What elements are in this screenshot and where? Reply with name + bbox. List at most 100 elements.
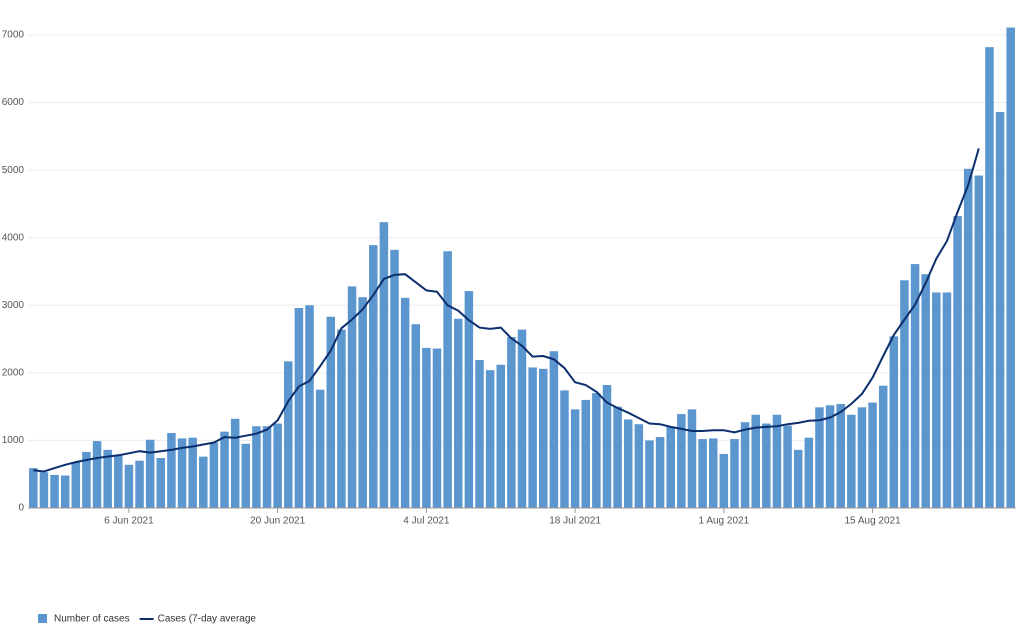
- bar: [730, 439, 739, 508]
- average-line: [33, 148, 980, 473]
- bar: [963, 168, 973, 508]
- x-tick-label: 1 Aug 2021: [699, 516, 750, 527]
- y-tick-label: 7000: [2, 30, 25, 41]
- bar: [379, 222, 389, 508]
- bar: [443, 251, 452, 508]
- y-tick-label: 2000: [2, 367, 25, 378]
- bar: [156, 457, 166, 508]
- bar: [889, 336, 899, 508]
- bar: [188, 437, 197, 508]
- bar: [645, 440, 654, 508]
- x-tick-label: 6 Jun 2021: [104, 516, 154, 527]
- bar: [315, 389, 325, 508]
- bar: [496, 364, 506, 508]
- x-tick-label: 20 Jun 2021: [250, 516, 305, 527]
- bar: [390, 249, 399, 508]
- bar: [719, 453, 729, 508]
- y-tick-label: 1000: [2, 435, 25, 446]
- bar: [422, 347, 431, 508]
- bar: [708, 438, 718, 508]
- bar: [666, 426, 675, 508]
- y-tick-label: 5000: [2, 165, 25, 176]
- bar: [623, 419, 633, 508]
- bar: [793, 449, 803, 508]
- bar: [411, 324, 421, 508]
- bar: [932, 292, 941, 508]
- bar: [252, 426, 261, 508]
- bar: [538, 368, 548, 508]
- bar: [762, 423, 771, 508]
- bar: [135, 460, 144, 508]
- bar: [900, 280, 909, 508]
- bar: [878, 385, 888, 508]
- bar: [220, 431, 229, 508]
- bar: [464, 291, 474, 508]
- bar: [326, 316, 336, 508]
- bar: [199, 456, 208, 508]
- bar: [847, 414, 856, 508]
- y-tick-label: 4000: [2, 232, 25, 243]
- bar: [347, 286, 357, 508]
- x-tick-label: 18 Jul 2021: [549, 516, 601, 527]
- bar: [262, 426, 272, 508]
- bar: [751, 414, 760, 508]
- bar: [783, 425, 792, 508]
- bar: [124, 464, 134, 508]
- x-tick-label: 4 Jul 2021: [403, 516, 450, 527]
- bar: [39, 472, 49, 508]
- bar: [815, 407, 824, 508]
- y-tick-label: 0: [18, 503, 24, 514]
- bar: [273, 423, 282, 508]
- bar: [284, 361, 293, 508]
- bar: [71, 462, 81, 508]
- bar: [50, 474, 59, 508]
- bar: [634, 424, 644, 508]
- bar: [528, 367, 537, 508]
- bar: [475, 360, 484, 508]
- bar: [570, 409, 580, 508]
- bar: [868, 402, 877, 508]
- bar: [485, 370, 495, 508]
- bar: [985, 47, 994, 509]
- bar: [517, 329, 527, 508]
- bar: [740, 422, 750, 508]
- bar: [592, 393, 601, 508]
- bar: [613, 406, 622, 508]
- bar: [230, 418, 240, 508]
- bar: [549, 351, 559, 508]
- bar: [602, 385, 612, 508]
- bar: [1006, 27, 1015, 509]
- bar: [772, 414, 782, 508]
- bar: [942, 292, 952, 508]
- legend-swatch: [38, 614, 47, 623]
- bar: [432, 348, 442, 508]
- legend-label: Cases (7-day average: [158, 614, 257, 625]
- bar: [145, 439, 155, 508]
- bar: [294, 307, 304, 508]
- y-tick-label: 6000: [2, 97, 25, 108]
- bar: [857, 407, 867, 508]
- bar: [209, 442, 219, 508]
- bar: [953, 216, 962, 508]
- bar: [29, 468, 38, 508]
- legend-label: Number of cases: [54, 614, 130, 625]
- bar: [358, 297, 367, 508]
- bar: [305, 305, 314, 508]
- bar: [804, 437, 814, 508]
- bar: [560, 390, 569, 508]
- bar: [369, 245, 378, 508]
- bar: [60, 475, 70, 508]
- bar: [507, 337, 516, 508]
- x-tick-label: 15 Aug 2021: [844, 516, 901, 527]
- bar: [167, 432, 176, 508]
- bar: [92, 441, 102, 508]
- bar: [687, 409, 697, 508]
- bar: [836, 403, 845, 508]
- bar: [241, 443, 251, 508]
- bar: [677, 414, 686, 508]
- bar: [974, 175, 984, 508]
- bar: [400, 297, 410, 508]
- bar: [995, 112, 1005, 508]
- bar: [82, 451, 91, 508]
